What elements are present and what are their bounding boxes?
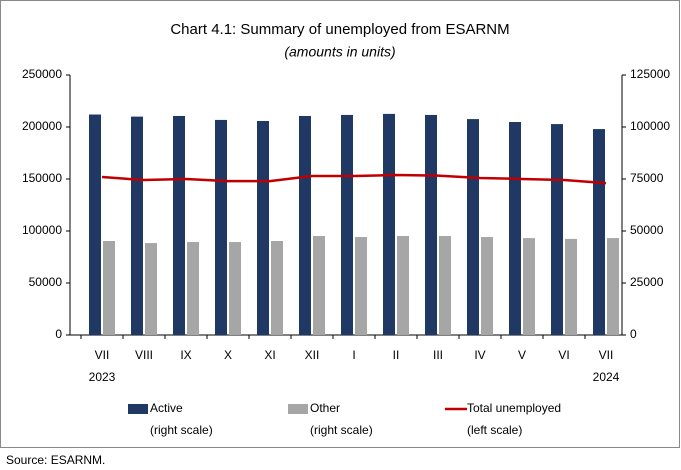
source: Source: ESARNM. bbox=[6, 453, 105, 467]
bar bbox=[313, 235, 325, 335]
x-tick-label: V bbox=[518, 348, 526, 362]
x-tick-label: IX bbox=[180, 348, 191, 362]
bar bbox=[593, 129, 605, 335]
legend-label: Total unemployed bbox=[467, 401, 561, 415]
y2-tick-label: 25000 bbox=[630, 275, 664, 289]
legend-label: Other bbox=[310, 401, 340, 415]
line bbox=[101, 173, 607, 185]
bar bbox=[173, 115, 185, 335]
bar bbox=[215, 119, 227, 335]
x-tick-label: II bbox=[393, 348, 400, 362]
y-tick-label: 150000 bbox=[22, 171, 62, 185]
bar bbox=[425, 114, 437, 335]
x-tick-label: XII bbox=[305, 348, 320, 362]
bar bbox=[103, 240, 115, 335]
bar bbox=[383, 113, 395, 335]
legend-swatch bbox=[288, 404, 308, 414]
y-tick-label: 0 bbox=[55, 327, 62, 341]
y2-tick-label: 0 bbox=[630, 327, 637, 341]
bar bbox=[229, 242, 241, 335]
legend-note: (right scale) bbox=[310, 423, 373, 437]
y-tick-label: 100000 bbox=[22, 223, 62, 237]
bar bbox=[299, 115, 311, 335]
x-tick-label: VI bbox=[558, 348, 569, 362]
bar bbox=[397, 235, 409, 335]
y-tick-label: 200000 bbox=[22, 119, 62, 133]
bar bbox=[355, 237, 367, 335]
chart-subtitle: (amounts in units) bbox=[284, 44, 395, 60]
bar bbox=[341, 114, 353, 335]
x-tick-label: I bbox=[352, 348, 355, 362]
bar bbox=[551, 124, 563, 335]
bar bbox=[271, 240, 283, 335]
bar bbox=[439, 235, 451, 335]
legend-swatch bbox=[128, 404, 148, 414]
bar bbox=[467, 119, 479, 335]
y2-tick-label: 50000 bbox=[630, 223, 664, 237]
bar bbox=[145, 243, 157, 335]
legend-note: (left scale) bbox=[467, 423, 522, 437]
x-tick-label: X bbox=[224, 348, 232, 362]
x-tick-label: IV bbox=[474, 348, 485, 362]
year-label: 2023 bbox=[89, 370, 116, 384]
bar bbox=[131, 116, 143, 335]
bar bbox=[89, 114, 101, 336]
legend-note: (right scale) bbox=[150, 423, 213, 437]
y-tick-label: 50000 bbox=[29, 275, 63, 289]
chart-frame bbox=[0, 0, 680, 448]
bar bbox=[187, 242, 199, 335]
x-tick-label: III bbox=[433, 348, 443, 362]
x-tick-label: VIII bbox=[135, 348, 153, 362]
bar bbox=[509, 122, 521, 336]
bar bbox=[607, 238, 619, 335]
y2-tick-label: 100000 bbox=[630, 119, 670, 133]
chart-title: Chart 4.1: Summary of unemployed from ES… bbox=[170, 21, 509, 38]
y2-tick-label: 125000 bbox=[630, 67, 670, 81]
legend-label: Active bbox=[150, 401, 183, 415]
bar bbox=[523, 238, 535, 335]
x-tick-label: XI bbox=[264, 348, 275, 362]
x-tick-label: VII bbox=[599, 348, 614, 362]
y2-tick-label: 75000 bbox=[630, 171, 664, 185]
bar bbox=[565, 238, 577, 335]
y-tick-label: 250000 bbox=[22, 67, 62, 81]
x-tick-label: VII bbox=[95, 348, 110, 362]
year-label: 2024 bbox=[593, 370, 620, 384]
bar bbox=[481, 237, 493, 335]
bar bbox=[257, 120, 269, 335]
